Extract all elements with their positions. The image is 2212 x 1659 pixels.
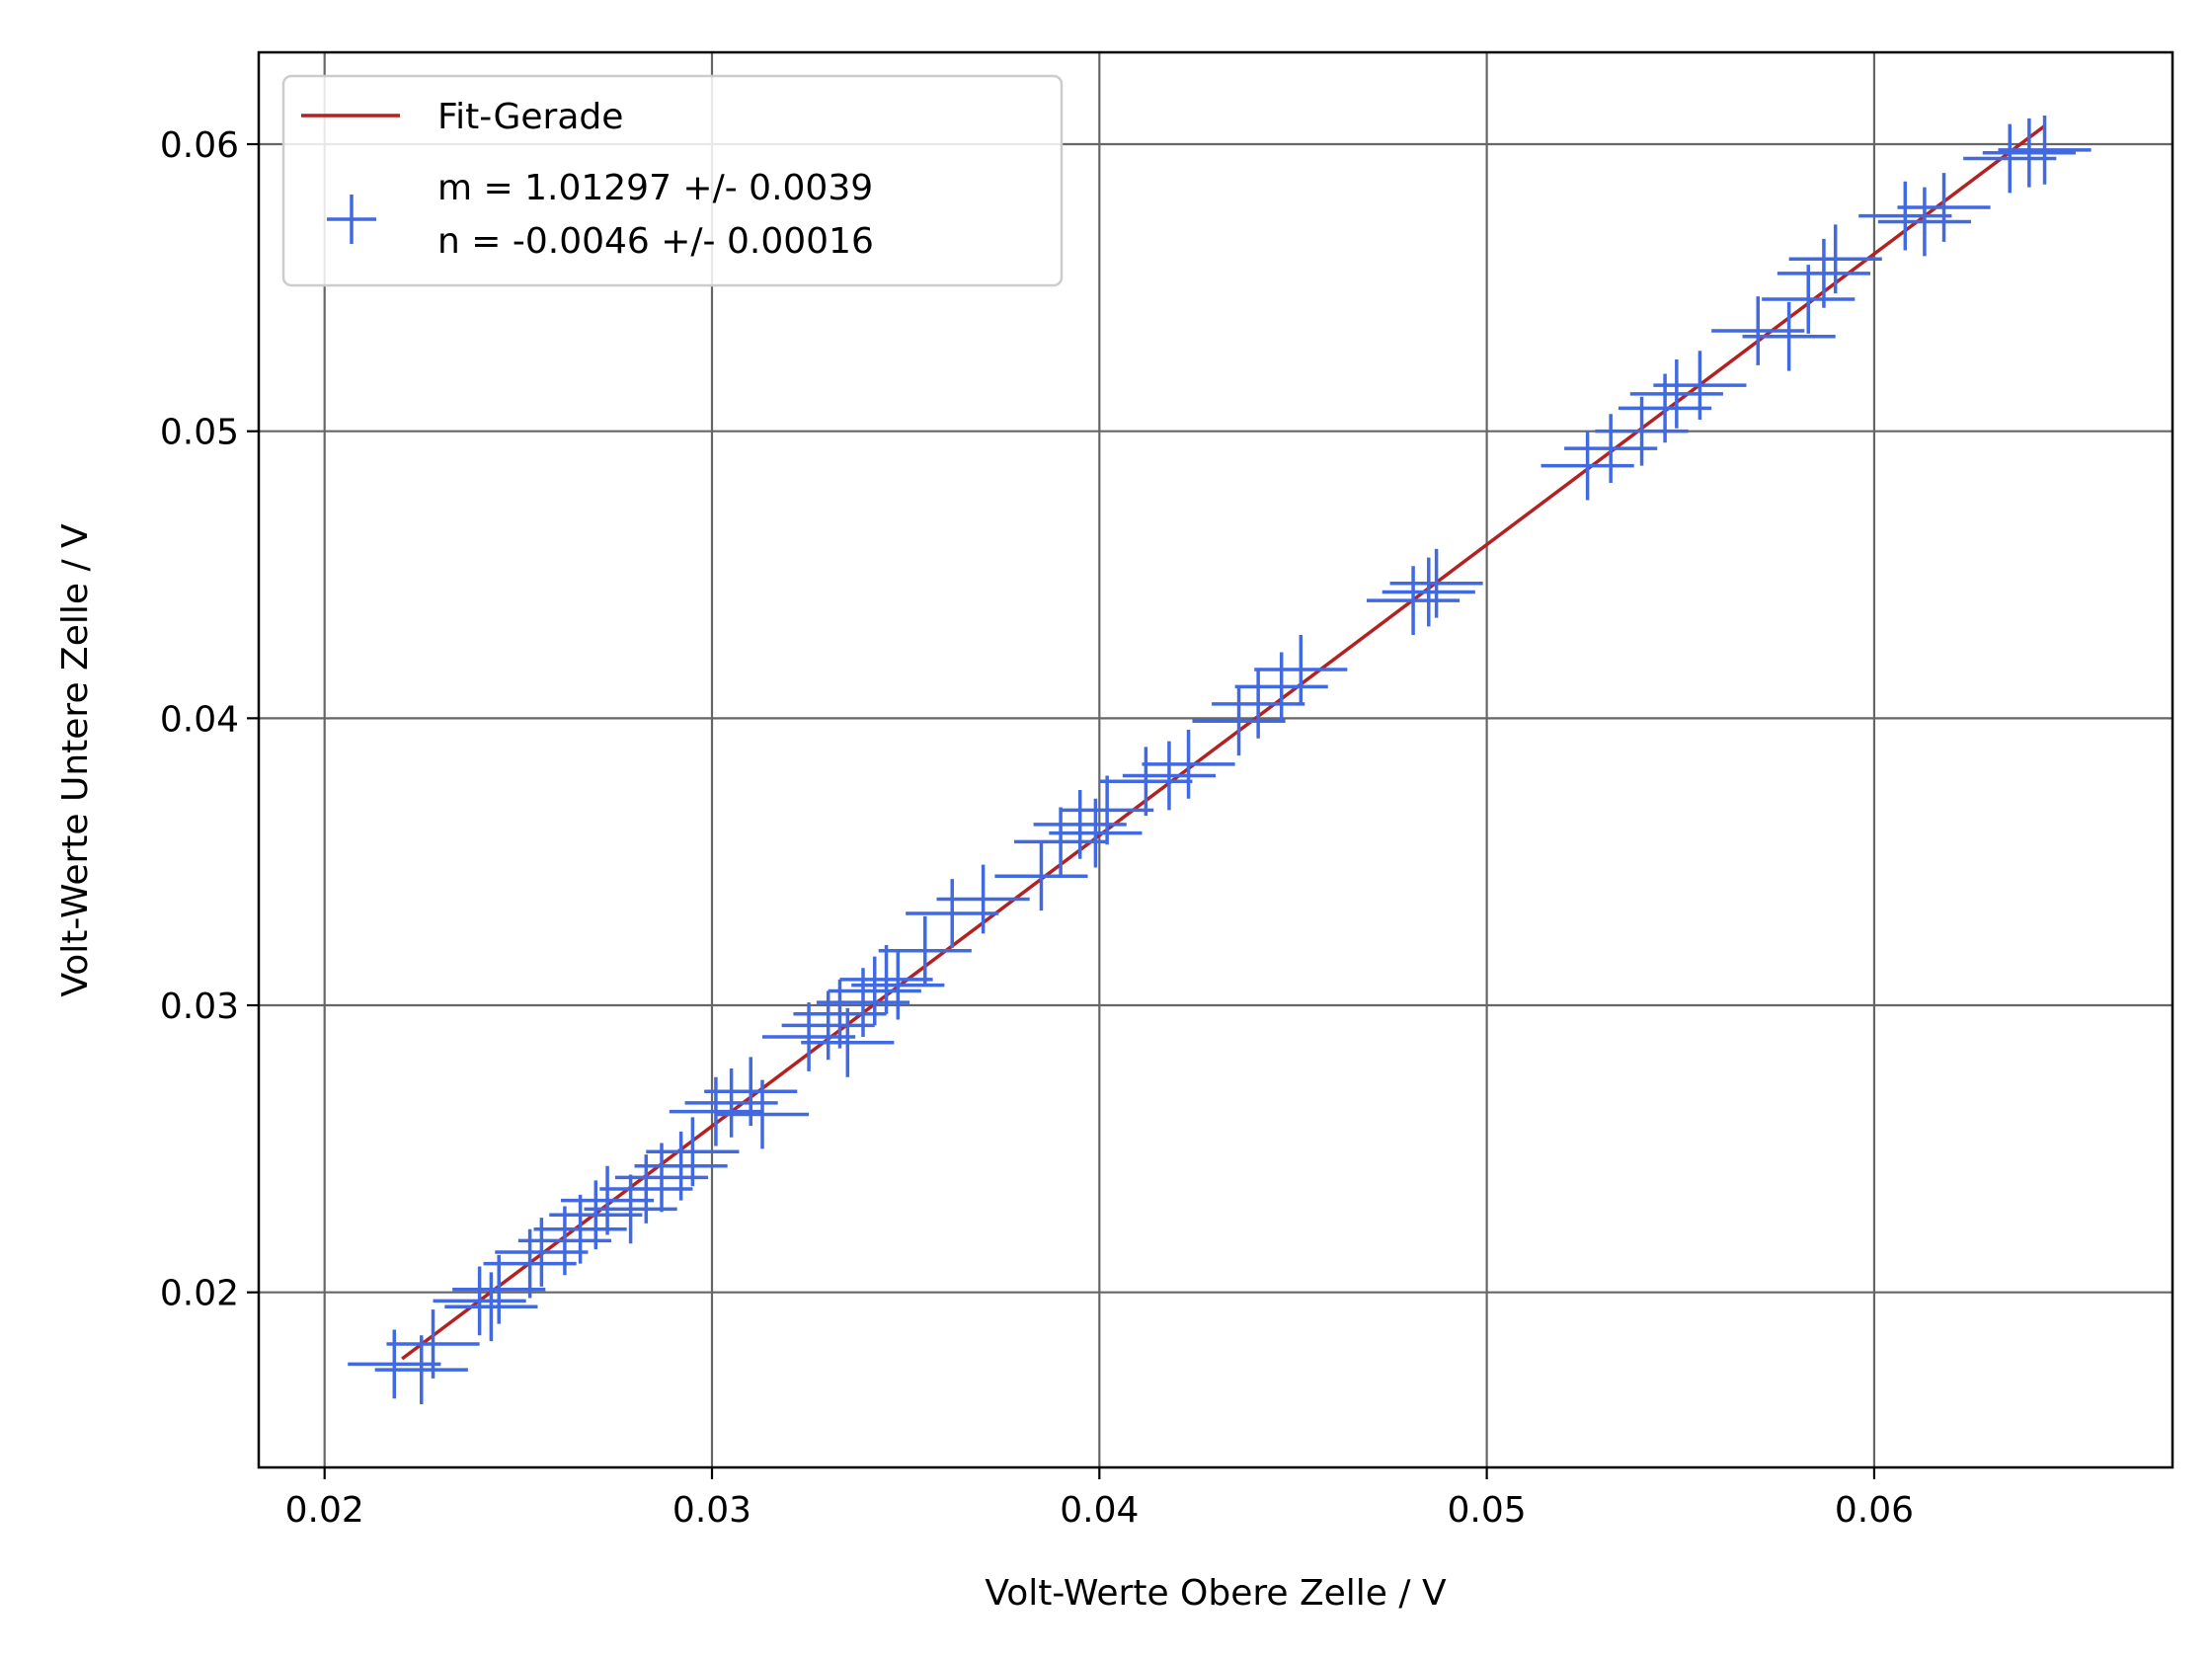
data-point — [1142, 729, 1235, 799]
y-tick-label: 0.03 — [160, 987, 239, 1027]
data-point — [1033, 790, 1127, 859]
data-point — [839, 944, 933, 1014]
data-point — [1212, 669, 1305, 739]
legend-fit-label: Fit-Gerade — [437, 97, 623, 137]
grid-lines — [259, 52, 2172, 1467]
data-point — [1061, 775, 1154, 845]
data-point — [1192, 686, 1286, 756]
y-tick-label: 0.02 — [160, 1274, 239, 1314]
x-tick-label: 0.03 — [672, 1490, 751, 1531]
data-point — [1788, 224, 1882, 294]
y-tick-label: 0.04 — [160, 699, 239, 740]
data-point — [851, 950, 945, 1020]
data-point — [801, 1007, 895, 1077]
data-point — [994, 841, 1088, 911]
data-point — [1389, 548, 1483, 618]
data-point — [1777, 238, 1870, 308]
legend-fit-param-m: m = 1.01297 +/- 0.0039 — [437, 168, 873, 208]
y-tick-label: 0.05 — [160, 413, 239, 453]
data-point — [1122, 741, 1216, 811]
y-axis-ticks: 0.02 0.03 0.04 0.05 0.06 — [160, 125, 259, 1314]
x-axis-label: Volt-Werte Obere Zelle / V — [985, 1573, 1447, 1614]
data-point — [646, 1117, 740, 1187]
data-point — [1982, 118, 2076, 188]
data-point — [549, 1180, 643, 1250]
data-point — [715, 1079, 810, 1149]
data-points-layer — [348, 115, 2092, 1405]
data-point — [1234, 652, 1328, 722]
plot-frame — [257, 50, 2174, 1469]
legend: Fit-Gerade m = 1.01297 +/- 0.0039 n = -0… — [281, 74, 1064, 287]
data-point — [1897, 173, 1991, 242]
data-point — [374, 1335, 468, 1405]
data-point — [1877, 187, 1971, 257]
x-tick-label: 0.06 — [1835, 1490, 1914, 1531]
data-point — [1014, 807, 1108, 877]
data-point — [1742, 301, 1836, 371]
data-point — [1367, 566, 1461, 636]
data-point — [1382, 557, 1475, 627]
data-point — [386, 1309, 480, 1379]
data-point — [1998, 115, 2092, 185]
y-tick-label: 0.06 — [160, 125, 239, 166]
data-point — [1629, 359, 1723, 429]
legend-fit-param-n: n = -0.0046 +/- 0.00016 — [437, 221, 874, 262]
legend-box — [281, 74, 1064, 287]
y-axis-label: Volt-Werte Untere Zelle / V — [55, 523, 96, 997]
data-point — [669, 1076, 762, 1146]
data-point — [1254, 635, 1348, 704]
data-point — [828, 956, 921, 1026]
data-point — [348, 1329, 441, 1399]
x-tick-label: 0.05 — [1448, 1490, 1527, 1531]
data-point — [1762, 265, 1856, 334]
data-point — [444, 1272, 538, 1342]
data-point — [936, 864, 1030, 934]
x-tick-label: 0.02 — [285, 1490, 364, 1531]
data-point — [561, 1165, 655, 1235]
x-axis-ticks: 0.02 0.03 0.04 0.05 0.06 — [285, 1467, 1914, 1531]
data-point — [1540, 431, 1634, 501]
data-point — [1653, 351, 1747, 421]
data-point — [634, 1131, 728, 1201]
data-point — [1858, 181, 1952, 251]
data-point — [878, 915, 972, 986]
data-point — [1099, 747, 1193, 817]
legend-data-swatch — [327, 195, 376, 244]
data-point — [533, 1194, 627, 1264]
data-point — [1963, 123, 2057, 194]
x-tick-label: 0.04 — [1060, 1490, 1139, 1531]
data-point — [433, 1266, 526, 1336]
